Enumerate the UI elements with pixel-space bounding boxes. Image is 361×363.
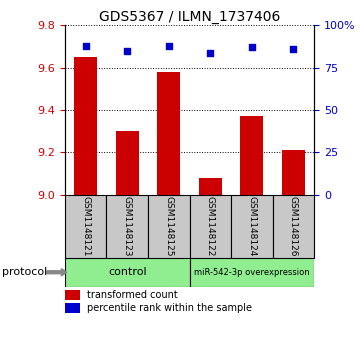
Bar	[240, 117, 263, 195]
Point	[166, 43, 172, 49]
Bar	[65, 303, 80, 313]
Text: GSM1148122: GSM1148122	[206, 196, 215, 256]
Text: GSM1148126: GSM1148126	[289, 196, 298, 257]
Bar	[148, 195, 190, 258]
Title: GDS5367 / ILMN_1737406: GDS5367 / ILMN_1737406	[99, 11, 280, 24]
Bar	[199, 178, 222, 195]
Text: GSM1148123: GSM1148123	[123, 196, 132, 257]
Text: protocol: protocol	[2, 267, 47, 277]
Bar	[190, 258, 314, 287]
Bar	[116, 131, 139, 195]
Text: GSM1148125: GSM1148125	[164, 196, 173, 257]
Text: GSM1148124: GSM1148124	[247, 196, 256, 256]
Bar	[65, 195, 106, 258]
Point	[207, 50, 213, 56]
Text: GSM1148121: GSM1148121	[81, 196, 90, 257]
Text: control: control	[108, 267, 147, 277]
Point	[290, 46, 296, 52]
Bar	[65, 290, 80, 300]
Text: transformed count: transformed count	[87, 290, 178, 300]
Bar	[282, 150, 305, 195]
Bar	[190, 195, 231, 258]
Bar	[231, 195, 273, 258]
Bar	[74, 57, 97, 195]
Bar	[157, 72, 180, 195]
Bar	[273, 195, 314, 258]
Point	[124, 48, 130, 54]
Bar	[65, 258, 190, 287]
Text: miR-542-3p overexpression: miR-542-3p overexpression	[194, 268, 310, 277]
Point	[249, 45, 255, 50]
Point	[83, 43, 89, 49]
Text: percentile rank within the sample: percentile rank within the sample	[87, 303, 252, 313]
Bar	[106, 195, 148, 258]
